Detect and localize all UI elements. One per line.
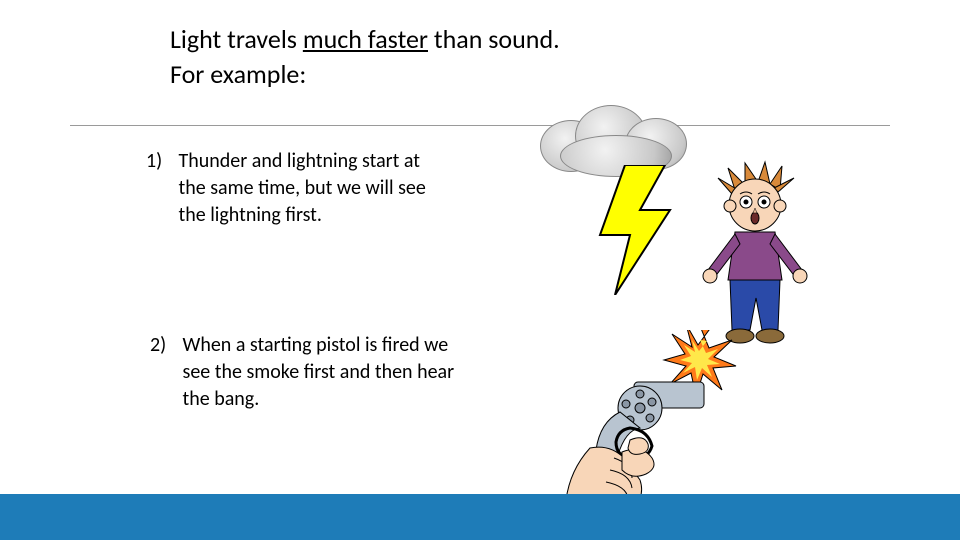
title-part1: Light travels bbox=[170, 23, 303, 55]
lightning-bolt-icon bbox=[595, 165, 685, 295]
item-text: Thunder and lightning start at the same … bbox=[179, 148, 449, 229]
slide: Light travels much faster than sound. Fo… bbox=[0, 0, 960, 540]
title-underlined: much faster bbox=[303, 23, 428, 55]
item-text: When a starting pistol is fired we see t… bbox=[183, 332, 463, 413]
slide-title: Light travels much faster than sound. Fo… bbox=[170, 22, 560, 92]
title-part2: than sound. bbox=[428, 23, 560, 55]
list-item: 1) Thunder and lightning start at the sa… bbox=[146, 148, 449, 229]
item-number: 2) bbox=[150, 332, 178, 359]
footer-bar bbox=[0, 494, 960, 540]
item-number: 1) bbox=[146, 148, 174, 175]
list-item: 2) When a starting pistol is fired we se… bbox=[150, 332, 463, 413]
title-line2: For example: bbox=[170, 58, 306, 90]
horizontal-divider bbox=[70, 125, 890, 126]
